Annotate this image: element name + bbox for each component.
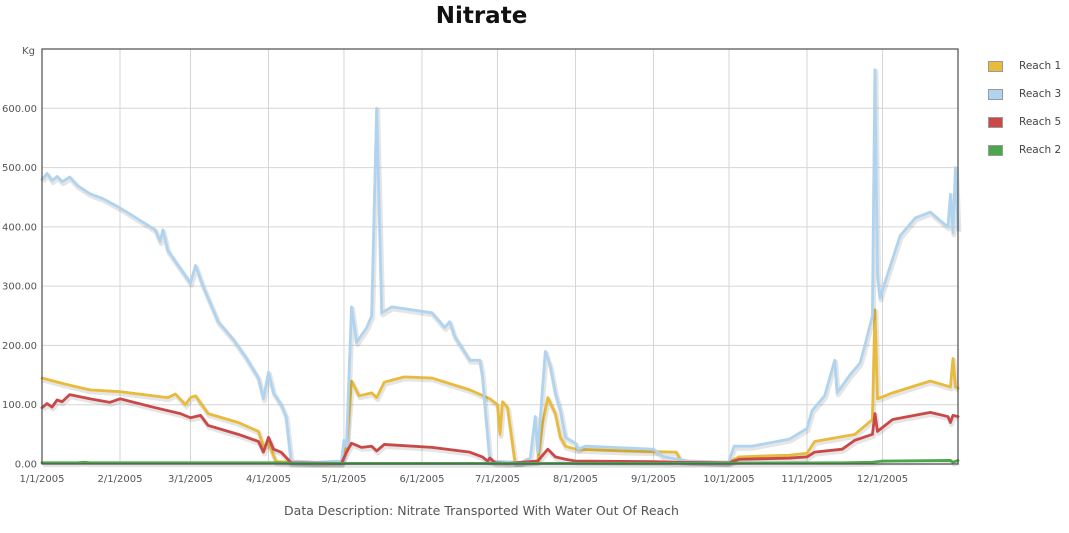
chart-title: Nitrate: [435, 3, 528, 29]
series-line-reach-1: [40, 308, 960, 465]
x-tick-label: 5/1/2005: [322, 474, 367, 485]
x-tick-label: 1/1/2005: [20, 474, 65, 485]
axis-labels: 0.00 100.00 200.00 300.00 400.00 500.00 600.00…: [2, 46, 908, 485]
x-tick-label: 3/1/2005: [168, 474, 213, 485]
x-tick-label: 9/1/2005: [631, 474, 676, 485]
grid-lines: [42, 49, 958, 465]
y-tick-label: 500.00: [2, 163, 37, 174]
legend-label: Reach 2: [1019, 144, 1062, 156]
series-line-shadow: [41, 394, 960, 468]
data-description: Data Description: Nitrate Transported Wi…: [284, 503, 679, 518]
legend-item[interactable]: Reach 3: [988, 80, 1061, 108]
legend: Reach 1 Reach 3 Reach 5 Reach 2: [988, 52, 1061, 164]
x-tick-label: 11/1/2005: [781, 474, 832, 485]
legend-item[interactable]: Reach 5: [988, 108, 1061, 136]
y-tick-label: 600.00: [2, 104, 37, 115]
series-line-shadow: [42, 309, 961, 468]
y-tick-label: 400.00: [2, 222, 37, 233]
series-line-reach-3: [40, 68, 960, 465]
y-tick-label: 300.00: [2, 282, 37, 293]
legend-swatch: [988, 88, 1003, 100]
legend-item[interactable]: Reach 2: [988, 136, 1061, 164]
y-tick-label: 200.00: [2, 341, 37, 352]
legend-label: Reach 1: [1019, 60, 1062, 72]
legend-label: Reach 5: [1019, 116, 1062, 128]
legend-swatch: [988, 116, 1003, 128]
y-tick-label: 100.00: [2, 400, 37, 411]
x-tick-label: 4/1/2005: [246, 474, 291, 485]
y-axis-label: Kg: [22, 46, 35, 57]
x-tick-label: 8/1/2005: [553, 474, 598, 485]
x-tick-label: 7/1/2005: [475, 474, 520, 485]
x-tick-label: 10/1/2005: [703, 474, 754, 485]
x-tick-label: 6/1/2005: [400, 474, 445, 485]
legend-item[interactable]: Reach 1: [988, 52, 1061, 80]
series-line-reach-5: [40, 393, 960, 465]
legend-swatch: [988, 60, 1003, 72]
legend-swatch: [988, 144, 1003, 156]
legend-label: Reach 3: [1019, 88, 1062, 100]
series-lines: [40, 68, 962, 468]
plot-frame: [41, 48, 959, 465]
x-tick-label: 12/1/2005: [857, 474, 908, 485]
x-tick-label: 2/1/2005: [98, 474, 143, 485]
y-tick-label: 0.00: [15, 460, 37, 471]
